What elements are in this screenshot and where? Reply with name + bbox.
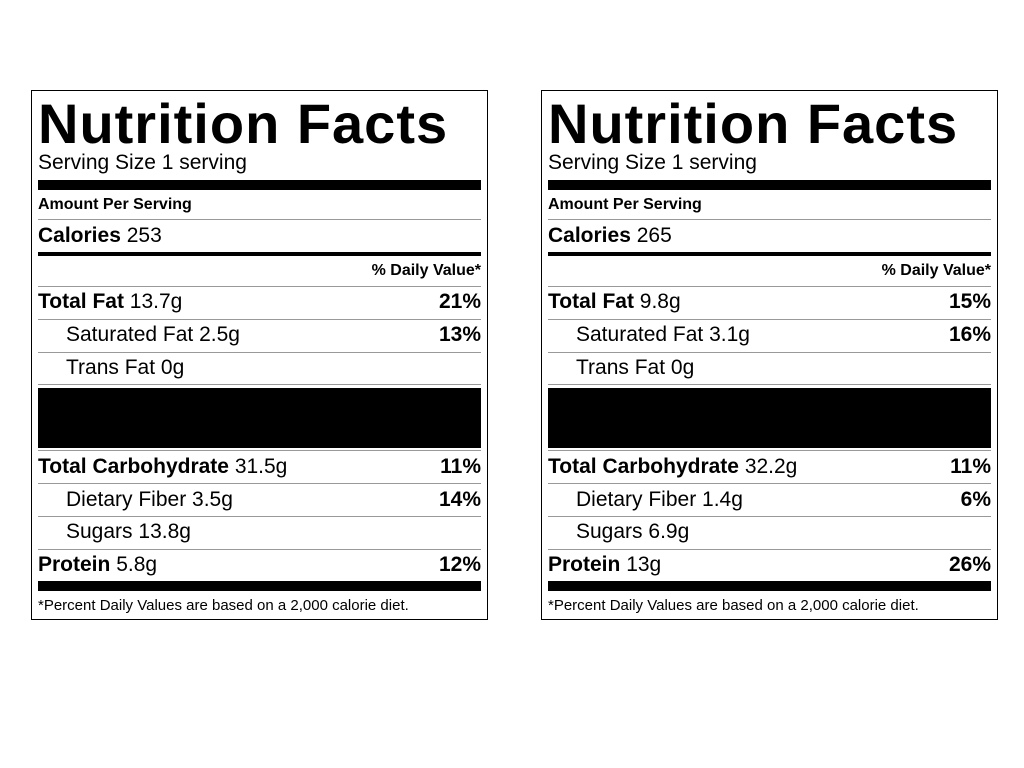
calories-value: 253 (126, 224, 162, 247)
calories-value: 265 (636, 224, 672, 247)
calories-row: Calories 265 (548, 223, 672, 249)
rule (38, 516, 481, 517)
nutrient-dv: 13% (438, 323, 481, 347)
nutrient-row: Protein 5.8g (38, 552, 157, 578)
nutrition-label: Nutrition Facts Serving Size 1 serving Amo… (541, 90, 998, 620)
footnote: *Percent Daily Values are based on a 2,0… (548, 597, 919, 614)
nutrient-amount: 31.5g (234, 455, 288, 478)
rule (38, 549, 481, 550)
nutrient-name: Sugars (576, 520, 643, 543)
serving-size: Serving Size 1 serving (548, 151, 757, 175)
nutrient-row: Sugars 13.8g (66, 519, 191, 545)
nutrient-row: Total Carbohydrate 32.2g (548, 454, 797, 480)
nutrient-name: Protein (38, 553, 111, 576)
nutrient-amount: 13.7g (129, 290, 183, 313)
rule (548, 384, 991, 385)
nutrient-dv: 11% (950, 455, 991, 479)
nutrient-amount: 6.9g (648, 520, 690, 543)
nutrient-row: Sugars 6.9g (576, 519, 689, 545)
rule (38, 483, 481, 484)
daily-value-header: % Daily Value* (371, 262, 481, 280)
rule (548, 483, 991, 484)
nutrient-name: Dietary Fiber (576, 488, 697, 511)
nutrient-amount: 32.2g (744, 455, 798, 478)
nutrient-amount: 0g (160, 356, 185, 379)
rule (38, 352, 481, 353)
nutrient-name: Protein (548, 553, 621, 576)
rule (548, 352, 991, 353)
rule (38, 384, 481, 385)
nutrient-dv: 6% (960, 488, 991, 512)
nutrient-dv: 26% (948, 553, 991, 577)
daily-value-header: % Daily Value* (881, 262, 991, 280)
redacted-block (38, 388, 481, 448)
rule (38, 319, 481, 320)
rule (548, 180, 991, 190)
nutrient-amount: 3.5g (192, 488, 233, 511)
nutrient-amount: 5.8g (116, 553, 158, 576)
amount-per-serving: Amount Per Serving (548, 196, 702, 214)
rule (38, 252, 481, 256)
nutrient-amount: 3.1g (709, 323, 750, 346)
nutrient-dv: 11% (440, 455, 481, 479)
nutrient-row: Protein 13g (548, 552, 661, 578)
nutrient-row: Trans Fat 0g (66, 355, 184, 381)
rule (38, 180, 481, 190)
nutrient-dv: 21% (438, 290, 481, 314)
nutrient-name: Sugars (66, 520, 133, 543)
serving-size: Serving Size 1 serving (38, 151, 247, 175)
footnote: *Percent Daily Values are based on a 2,0… (38, 597, 409, 614)
nutrient-name: Trans Fat (576, 356, 666, 379)
nutrient-amount: 2.5g (199, 323, 240, 346)
nutrient-amount: 0g (670, 356, 695, 379)
nutrient-row: Total Fat 9.8g (548, 289, 681, 315)
calories-label: Calories (38, 224, 121, 247)
nutrient-name: Total Fat (38, 290, 124, 313)
nutrient-amount: 13.8g (138, 520, 191, 543)
nutrient-row: Trans Fat 0g (576, 355, 694, 381)
nutrient-dv: 14% (438, 488, 481, 512)
rule (548, 450, 991, 451)
nutrient-row: Total Fat 13.7g (38, 289, 182, 315)
nutrient-dv: 16% (948, 323, 991, 347)
nutrient-dv: 15% (948, 290, 991, 314)
nutrient-row: Saturated Fat 3.1g (576, 322, 750, 348)
rule (548, 319, 991, 320)
nutrient-name: Total Carbohydrate (38, 455, 229, 478)
nutrient-name: Saturated Fat (66, 323, 194, 346)
rule (548, 286, 991, 287)
label-title: Nutrition Facts (548, 92, 959, 156)
redacted-block (548, 388, 991, 448)
calories-label: Calories (548, 224, 631, 247)
nutrient-amount: 13g (626, 553, 662, 576)
rule (38, 581, 481, 591)
nutrient-name: Saturated Fat (576, 323, 704, 346)
nutrient-row: Total Carbohydrate 31.5g (38, 454, 287, 480)
calories-row: Calories 253 (38, 223, 162, 249)
nutrient-amount: 9.8g (639, 290, 681, 313)
amount-per-serving: Amount Per Serving (38, 196, 192, 214)
rule (548, 549, 991, 550)
nutrition-label: Nutrition Facts Serving Size 1 serving Amo… (31, 90, 488, 620)
nutrient-row: Dietary Fiber 1.4g (576, 487, 743, 513)
rule (38, 219, 481, 220)
rule (548, 219, 991, 220)
rule (548, 581, 991, 591)
label-title: Nutrition Facts (38, 92, 449, 156)
nutrient-amount: 1.4g (702, 488, 743, 511)
rule (548, 516, 991, 517)
nutrient-name: Total Carbohydrate (548, 455, 739, 478)
nutrient-dv: 12% (438, 553, 481, 577)
rule (548, 252, 991, 256)
nutrient-name: Total Fat (548, 290, 634, 313)
nutrient-row: Dietary Fiber 3.5g (66, 487, 233, 513)
nutrient-name: Dietary Fiber (66, 488, 187, 511)
nutrient-row: Saturated Fat 2.5g (66, 322, 240, 348)
rule (38, 286, 481, 287)
nutrient-name: Trans Fat (66, 356, 156, 379)
rule (38, 450, 481, 451)
